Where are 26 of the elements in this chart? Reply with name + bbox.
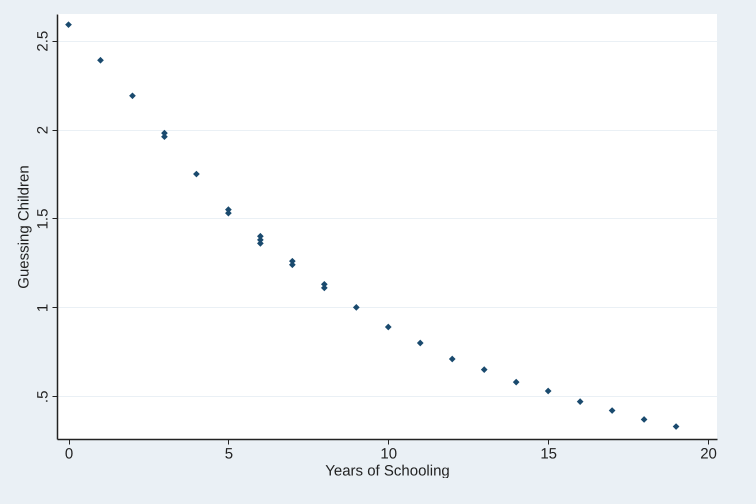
y-tick-label: 1 [34, 304, 52, 312]
x-tick-label: 0 [64, 446, 74, 462]
y-tick-label: .5 [34, 390, 52, 404]
point [129, 92, 136, 100]
point [65, 21, 72, 28]
x-tick-label: 15 [540, 446, 558, 462]
y-tick-label: 2 [34, 126, 52, 134]
point [416, 340, 424, 346]
point [544, 388, 552, 394]
y-tick-label: 1.5 [34, 208, 52, 230]
point [640, 416, 648, 423]
point [448, 356, 456, 362]
point [193, 170, 200, 178]
point [352, 304, 360, 311]
x-tick-label: 5 [224, 446, 234, 462]
point [384, 324, 392, 330]
x-tick-label: 10 [380, 446, 398, 462]
x-tick-label: 20 [700, 446, 717, 462]
point [97, 56, 104, 64]
y-axis-title: Guessing Children [16, 165, 32, 289]
point [576, 398, 584, 406]
point [608, 407, 616, 414]
y-tick-label: 2.5 [34, 30, 52, 52]
point [672, 423, 680, 430]
point [480, 366, 488, 374]
point [512, 378, 520, 386]
